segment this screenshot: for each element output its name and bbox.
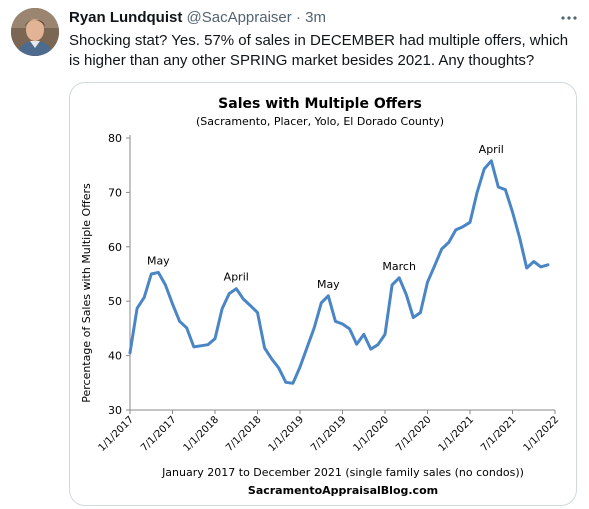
series-line (128, 159, 550, 385)
tweet-timestamp[interactable]: 3m (305, 9, 326, 26)
y-axis-label: Percentage of Sales with Multiple Offers (80, 183, 93, 403)
multiple-offers-chart: Sales with Multiple Offers (Sacramento, … (80, 96, 562, 497)
x-tick-label: 7/1/2018 (224, 414, 264, 454)
peak-annotation: April (224, 271, 249, 284)
author-name[interactable]: Ryan Lundquist (69, 9, 183, 26)
chart-footer: SacramentoAppraisalBlog.com (248, 484, 438, 497)
y-tick-label: 30 (108, 404, 122, 417)
tweet-header: Ryan Lundquist @SacAppraiser · 3m (69, 9, 326, 27)
tweet-text: Shocking stat? Yes. 57% of sales in DECE… (69, 32, 569, 69)
y-tick-label: 40 (108, 350, 122, 363)
peak-annotation: April (479, 143, 504, 156)
y-tick-label: 60 (108, 241, 122, 254)
x-tick-label: 1/1/2018 (182, 414, 222, 454)
x-tick-label: 1/1/2019 (267, 414, 307, 454)
chart-title: Sales with Multiple Offers (218, 96, 422, 112)
x-axis-label: January 2017 to December 2021 (single fa… (161, 466, 524, 479)
y-tick-label: 70 (108, 186, 122, 199)
x-tick-label: 7/1/2020 (394, 414, 434, 454)
x-tick-label: 1/1/2021 (437, 414, 477, 454)
y-tick-label: 50 (108, 295, 122, 308)
x-tick-label: 1/1/2022 (522, 414, 562, 454)
x-tick-label: 7/1/2021 (479, 414, 519, 454)
peak-annotation: May (317, 278, 340, 291)
x-tick-label: 7/1/2017 (139, 414, 179, 454)
x-tick-label: 1/1/2017 (97, 414, 137, 454)
separator-dot: · (295, 9, 301, 26)
peak-annotation: March (382, 260, 416, 273)
avatar[interactable] (11, 8, 59, 56)
x-tick-label: 7/1/2019 (309, 414, 349, 454)
avatar-image (11, 8, 59, 56)
more-icon[interactable] (559, 9, 579, 27)
x-tick-label: 1/1/2020 (352, 414, 392, 454)
author-handle[interactable]: @SacAppraiser (186, 9, 292, 26)
media-card[interactable]: Sales with Multiple Offers (Sacramento, … (69, 82, 577, 506)
peak-annotation: May (147, 254, 170, 267)
y-tick-label: 80 (108, 132, 122, 145)
chart-subtitle: (Sacramento, Placer, Yolo, El Dorado Cou… (196, 115, 444, 128)
